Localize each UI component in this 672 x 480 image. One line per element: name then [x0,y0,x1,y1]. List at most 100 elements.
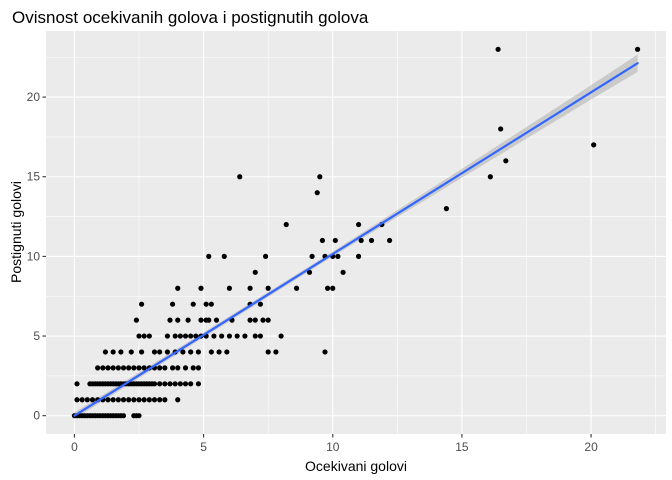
data-point [265,349,271,355]
data-point [190,301,196,307]
data-point [195,365,202,371]
data-point [306,269,313,275]
data-point [265,285,271,291]
data-point [355,253,362,259]
data-point [95,365,101,371]
data-point [203,301,209,307]
data-point [105,397,111,403]
data-point [260,317,266,323]
data-point [151,397,158,403]
data-point [208,349,214,355]
data-point [177,333,183,339]
data-point [226,285,233,291]
data-point [157,365,163,371]
data-point [317,174,323,180]
data-point [175,397,181,403]
data-point [120,365,127,371]
x-tick-label: 15 [455,440,469,454]
data-point [138,349,145,355]
data-point [247,317,253,323]
x-axis-title: Ocekivani golovi [305,458,407,474]
data-point [498,126,504,132]
data-point [252,333,258,339]
regression-line [73,62,639,417]
data-point [115,365,121,371]
data-point [252,269,258,275]
data-point [221,253,227,259]
data-point [162,397,168,403]
data-point [330,285,336,291]
y-tick-label: 0 [33,409,40,423]
data-point [278,333,284,339]
data-point [175,365,181,371]
data-point [136,365,142,371]
data-point [182,365,189,371]
data-point [131,397,137,403]
data-point [262,253,269,259]
data-point [206,253,212,259]
data-point [105,365,111,371]
data-point [115,397,121,403]
data-point [198,285,204,291]
data-point [332,237,338,244]
data-point [309,253,315,259]
data-point [151,381,158,387]
data-point [169,301,176,307]
data-point [226,333,233,339]
data-point [110,365,116,371]
data-point [162,365,168,371]
data-point [340,269,346,275]
data-point [195,381,202,387]
data-point [495,46,501,52]
data-point [265,317,271,323]
data-point [252,317,258,323]
data-point [126,365,132,371]
data-point [102,349,109,355]
data-point [172,381,178,387]
data-point [157,397,163,403]
grid-lines [46,31,666,434]
data-point [175,285,181,291]
data-point [335,253,341,259]
data-point [169,365,176,371]
data-point [120,397,127,403]
data-point [84,397,90,403]
data-point [242,333,248,339]
data-point [224,349,230,355]
data-point [138,301,145,307]
data-point [503,158,509,164]
data-point [190,365,196,371]
chart-title: Ovisnost ocekivanih golova i postignutih… [12,8,369,27]
fit-line-layer [73,62,639,417]
data-point [146,397,152,403]
data-point [324,285,331,291]
data-point [273,349,279,355]
data-point [213,317,220,323]
data-point [314,190,320,196]
data-point [188,381,194,387]
data-point [193,333,199,339]
data-point [180,349,186,355]
data-point [136,397,142,403]
data-point [443,206,450,212]
data-point [257,333,264,339]
data-point [74,397,80,403]
data-point [133,317,140,323]
data-point [157,349,163,355]
data-point [172,333,178,339]
y-axis-title: Postignuti golovi [8,181,24,283]
data-point [208,301,214,307]
data-point [257,301,264,307]
data-point [358,237,364,244]
data-point [110,397,116,403]
data-point [386,237,393,244]
data-point [293,285,300,291]
y-tick-label: 10 [27,249,41,263]
axis-ticks: 0 5 10 15 20 0 5 10 15 20 [27,90,598,454]
data-point [164,349,171,355]
data-point [185,317,191,323]
data-point [157,381,163,387]
data-point [141,365,147,371]
data-point [247,285,253,291]
